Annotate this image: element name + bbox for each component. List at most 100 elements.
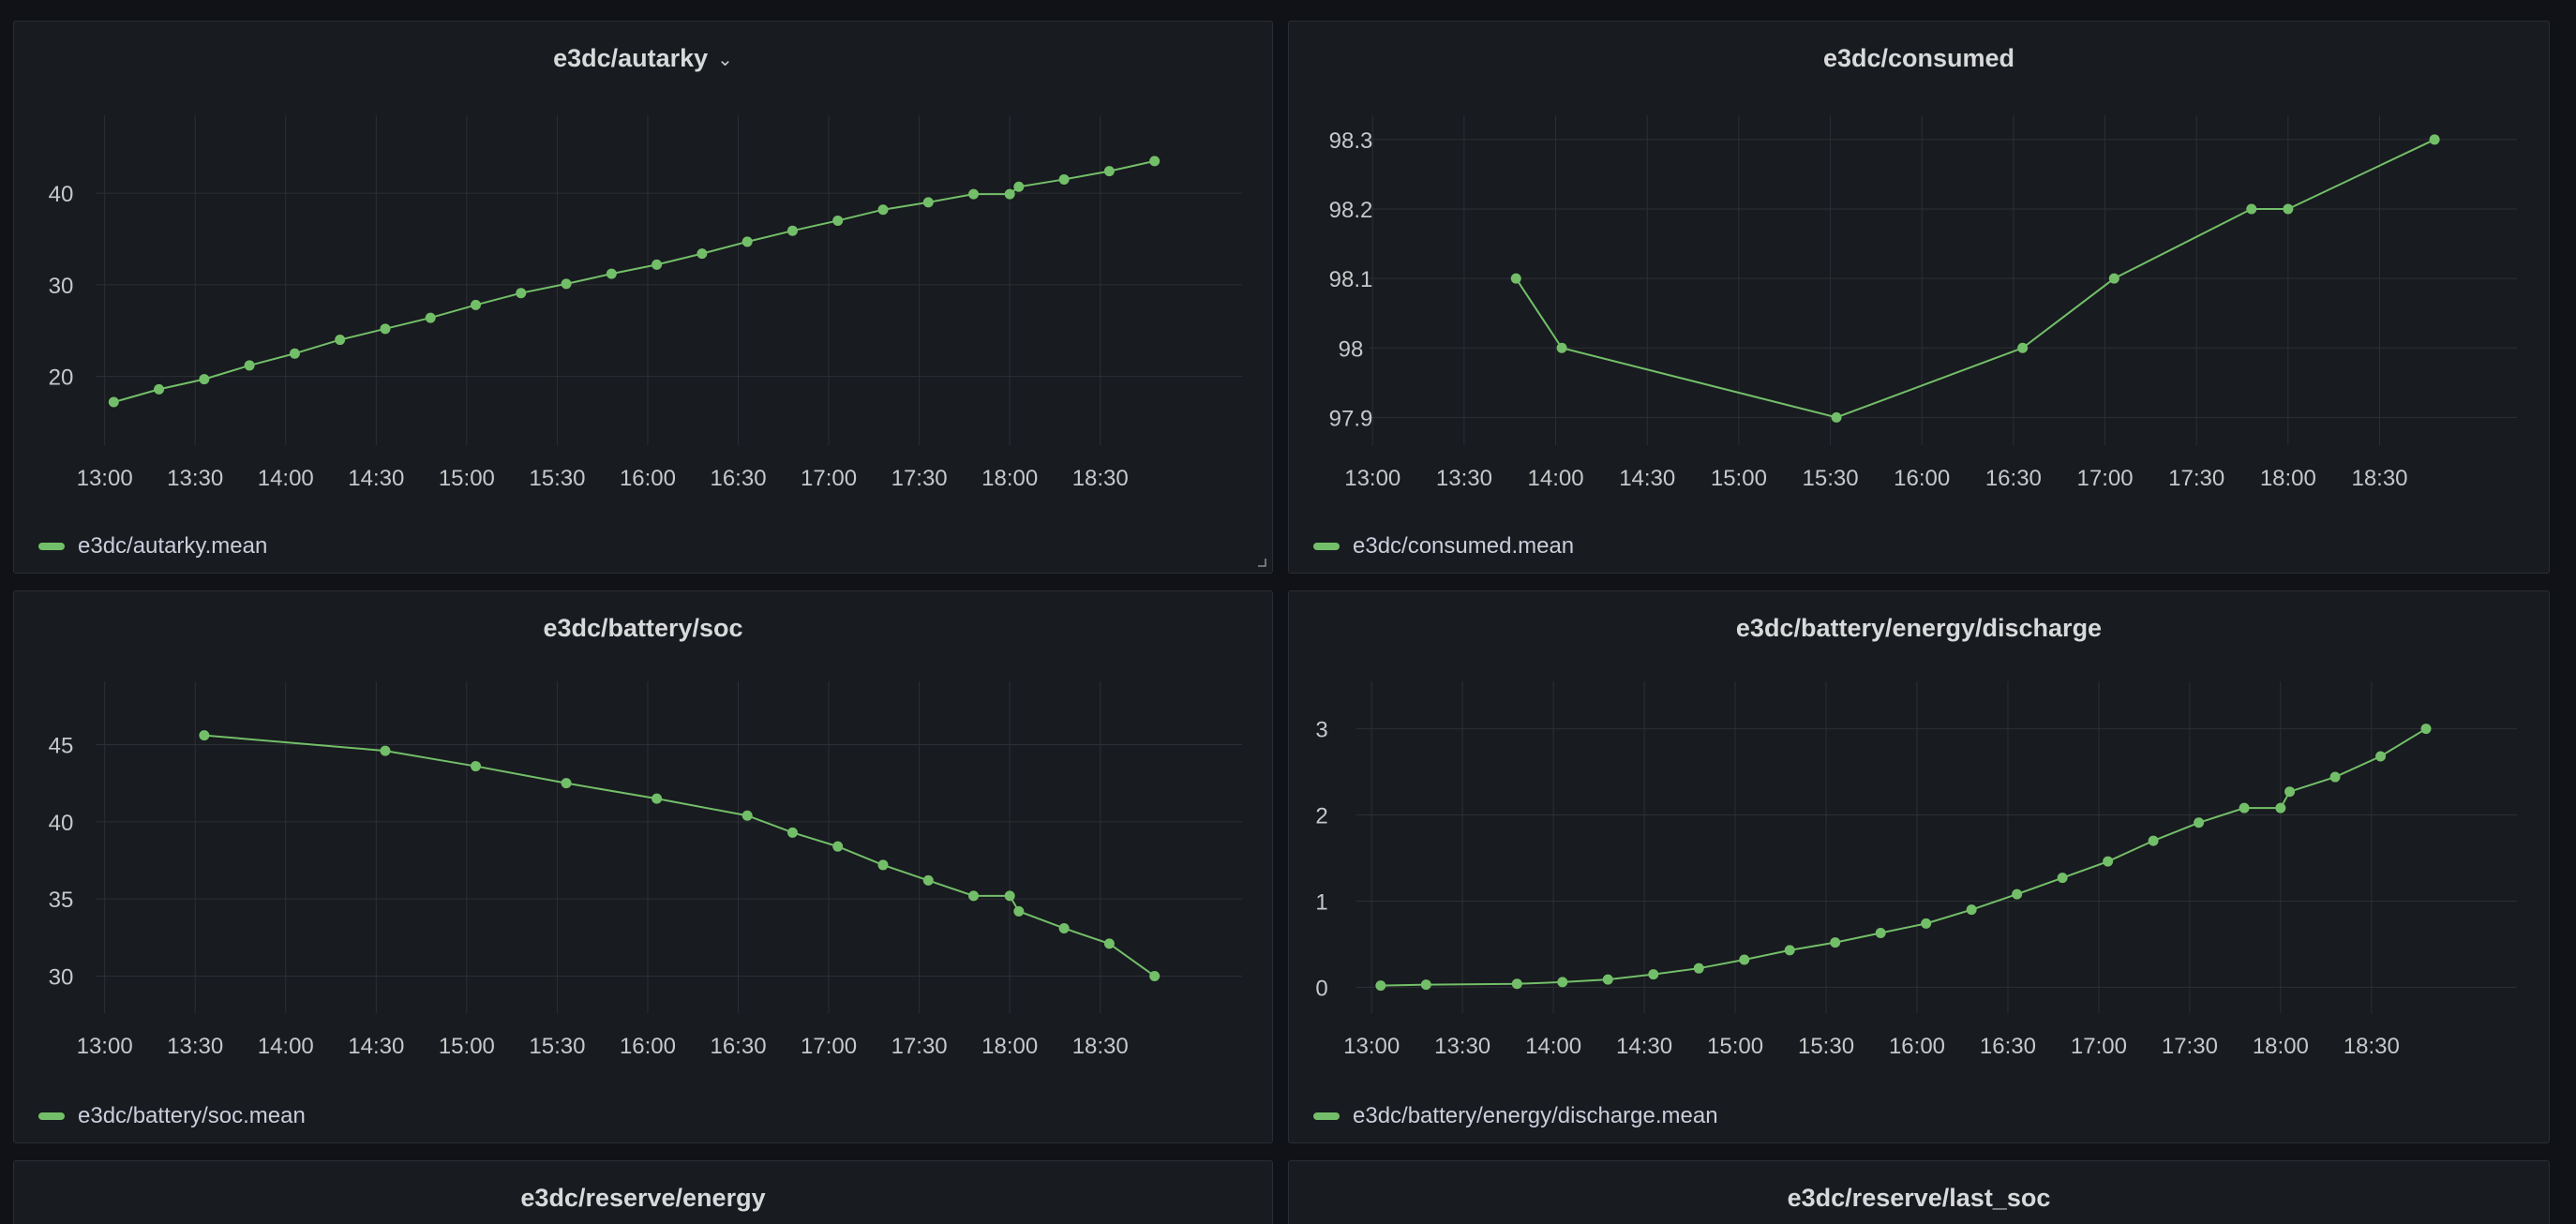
x-tick-label: 18:00 — [2260, 466, 2316, 491]
panel-title[interactable]: e3dc/autarky ⌄ — [14, 42, 1272, 76]
x-tick-label: 15:30 — [529, 466, 585, 491]
data-point — [2420, 724, 2432, 735]
data-point — [922, 197, 934, 208]
y-tick-label: 40 — [49, 811, 74, 836]
x-tick-label: 17:00 — [2077, 466, 2134, 491]
y-tick-label: 1 — [1315, 889, 1327, 915]
data-point — [244, 360, 255, 371]
x-tick-label: 18:30 — [2344, 1034, 2400, 1059]
chart: 13:00 13:30 14:00 14:30 15:00 15:30 16:00 16:30… — [49, 115, 1242, 491]
x-tick-label: 18:30 — [1072, 466, 1129, 491]
panel-autarky[interactable]: e3dc/autarky ⌄ 13:00 13:30 14:00 14:30 15:00 1… — [13, 21, 1273, 574]
data-point — [154, 383, 165, 395]
data-point — [1058, 922, 1070, 933]
x-tick-label: 14:30 — [1616, 1034, 1672, 1059]
x-tick-label: 16:00 — [620, 466, 676, 491]
panel-title[interactable]: e3dc/reserve/energy — [520, 1184, 766, 1212]
panel-title[interactable]: e3dc/battery/soc — [543, 614, 743, 642]
legend[interactable]: e3dc/battery/soc.mean — [38, 1103, 306, 1129]
y-tick-label: 2 — [1315, 804, 1327, 829]
x-tick-label: 14:30 — [1619, 466, 1675, 491]
legend[interactable]: e3dc/consumed.mean — [1313, 533, 1574, 560]
panel-battery-discharge[interactable]: e3dc/battery/energy/discharge 13:00 13:30… — [1288, 590, 2550, 1143]
x-tick-label: 18:00 — [2253, 1034, 2309, 1059]
legend[interactable]: e3dc/autarky.mean — [38, 533, 267, 560]
data-point — [561, 778, 572, 789]
x-tick-label: 13:00 — [1343, 1034, 1400, 1059]
data-point — [516, 288, 527, 299]
data-point — [2275, 802, 2286, 814]
data-point — [1875, 927, 1886, 938]
y-tick-label: 20 — [49, 366, 74, 391]
x-tick-label: 15:30 — [1798, 1034, 1854, 1059]
data-point — [561, 278, 572, 290]
x-tick-label: 15:00 — [439, 1034, 495, 1059]
data-point — [1058, 173, 1070, 185]
series-line — [1380, 727, 2427, 987]
x-tick-label: 17:00 — [801, 1034, 857, 1059]
data-point — [1556, 342, 1567, 353]
data-point — [1966, 904, 1977, 916]
panel-battery-soc[interactable]: e3dc/battery/soc 13:00 13:30 14:00 14:30 15:… — [13, 590, 1273, 1143]
x-tick-label: 17:30 — [2168, 466, 2224, 491]
data-point — [1420, 979, 1431, 991]
data-point — [1149, 970, 1161, 981]
data-point — [2429, 134, 2440, 145]
data-point — [2329, 771, 2341, 783]
y-tick-label: 0 — [1315, 976, 1327, 1001]
x-tick-label: 13:30 — [167, 466, 223, 491]
chart: 13:00 13:30 14:00 14:30 15:00 15:30 16:00 16:30… — [1315, 681, 2517, 1059]
y-tick-label: 35 — [49, 888, 74, 913]
x-tick-label: 16:00 — [1894, 466, 1950, 491]
x-tick-label: 14:30 — [348, 466, 404, 491]
legend-label[interactable]: e3dc/battery/soc.mean — [78, 1103, 306, 1128]
data-point — [108, 396, 119, 408]
panel-consumed[interactable]: e3dc/consumed 13:00 13:30 14:00 14:30 15:00 1… — [1288, 21, 2550, 574]
data-point — [651, 793, 663, 804]
series-line — [203, 734, 1156, 978]
data-point — [968, 890, 980, 902]
x-tick-label: 15:00 — [439, 466, 495, 491]
x-tick-label: 16:30 — [1980, 1034, 2036, 1059]
x-tick-label: 15:30 — [1803, 466, 1859, 491]
data-point — [2284, 786, 2296, 798]
x-tick-label: 13:30 — [1434, 1034, 1490, 1059]
y-tick-label: 45 — [49, 734, 74, 759]
legend-label[interactable]: e3dc/consumed.mean — [1353, 533, 1575, 559]
x-tick-label: 18:00 — [981, 466, 1038, 491]
x-tick-label: 14:00 — [1525, 1034, 1581, 1059]
x-tick-label: 17:00 — [801, 466, 857, 491]
chevron-down-icon[interactable]: ⌄ — [717, 49, 733, 70]
data-point — [1784, 945, 1795, 956]
data-point — [1511, 978, 1522, 990]
data-point — [1004, 890, 1015, 902]
data-point — [1557, 977, 1568, 988]
x-tick-label: 14:00 — [1528, 466, 1584, 491]
data-point — [471, 299, 482, 310]
data-point — [2246, 203, 2257, 215]
panel-title[interactable]: e3dc/consumed — [1822, 44, 2015, 72]
data-point — [2108, 273, 2119, 284]
data-point — [380, 323, 391, 335]
data-point — [1648, 969, 1659, 980]
legend-label[interactable]: e3dc/battery/energy/discharge.mean — [1353, 1103, 1718, 1128]
panel-reserve-energy[interactable]: e3dc/reserve/energy — [13, 1160, 1273, 1224]
panel-title[interactable]: e3dc/battery/energy/discharge — [1735, 614, 2103, 642]
x-tick-label: 18:30 — [1072, 1034, 1129, 1059]
data-point — [289, 348, 300, 359]
legend[interactable]: e3dc/battery/energy/discharge.mean — [1313, 1103, 1718, 1129]
data-point — [832, 841, 844, 852]
data-point — [199, 730, 210, 741]
panel-reserve-last-soc[interactable]: e3dc/reserve/last_soc — [1288, 1160, 2550, 1224]
x-tick-label: 18:00 — [981, 1034, 1038, 1059]
data-point — [335, 335, 346, 346]
legend-swatch — [1313, 543, 1340, 550]
data-point — [922, 874, 934, 886]
legend-label[interactable]: e3dc/autarky.mean — [78, 533, 268, 559]
resize-handle-icon[interactable] — [1257, 558, 1266, 567]
data-point — [425, 312, 436, 323]
data-point — [1375, 980, 1386, 992]
panel-title[interactable]: e3dc/reserve/last_soc — [1787, 1184, 2051, 1212]
data-point — [1004, 188, 1015, 200]
data-point — [2194, 817, 2205, 828]
